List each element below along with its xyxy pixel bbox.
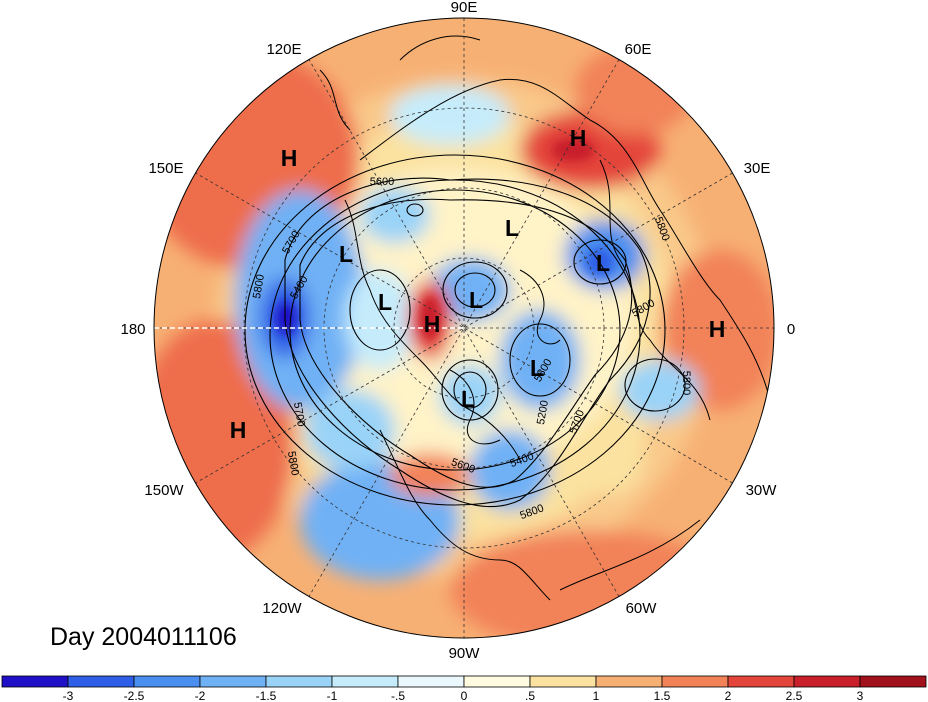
colorbar-tick-label: 1 <box>593 689 600 702</box>
colorbar-tick-label: -.5 <box>391 689 405 702</box>
colorbar-swatch <box>133 675 201 688</box>
low-marker: L <box>530 355 544 381</box>
contour-label: 5800 <box>680 371 692 395</box>
day-label: Day 2004011106 <box>50 623 237 651</box>
low-marker: L <box>469 287 483 313</box>
colorbar-swatch <box>1 675 69 688</box>
lon-label: 150W <box>144 482 184 499</box>
lon-label: 30W <box>746 482 778 499</box>
colorbar-tick-label: 2 <box>725 689 732 702</box>
colorbar-tick-label: -1.5 <box>256 689 277 702</box>
colorbar-swatch <box>727 675 795 688</box>
lon-label: 150E <box>148 160 183 177</box>
colorbar-swatch <box>529 675 597 688</box>
high-marker: H <box>230 417 247 443</box>
colorbar-tick-label: 3 <box>857 689 864 702</box>
colorbar-swatch <box>595 675 663 688</box>
lon-label: 30E <box>744 160 771 177</box>
lon-label: 90E <box>451 0 478 16</box>
contour-label: 5800 <box>285 450 301 476</box>
low-marker: L <box>596 250 610 276</box>
pressure-centers: H H H H L L L L L L L H <box>230 125 726 443</box>
colorbar-swatch <box>397 675 465 688</box>
height-contours <box>244 154 686 508</box>
colorbar-swatch <box>265 675 333 688</box>
colorbar-swatch <box>793 675 861 688</box>
colorbar-tick-label: -1 <box>327 689 338 702</box>
low-marker: L <box>505 215 519 241</box>
low-marker: L <box>339 241 353 267</box>
colorbar-swatch <box>199 675 267 688</box>
colorbar-swatch <box>463 675 531 688</box>
lon-label: 90W <box>449 645 481 662</box>
colorbar-swatch <box>67 675 135 688</box>
colorbar-swatch <box>859 675 927 688</box>
high-marker: H <box>709 316 726 342</box>
longitude-labels: 90E 60E 30E 0 30W 60W 90W 120W 150W 180 … <box>120 0 795 662</box>
high-marker: H <box>424 311 441 337</box>
lon-label: 60E <box>625 41 652 58</box>
map-border <box>153 17 775 639</box>
colorbar-tick-label: 1.5 <box>654 689 671 702</box>
colorbar: -3 -2.5 -2 -1.5 -1 -.5 0 .5 1 1.5 2 2.5 3 <box>1 675 927 702</box>
contour-label: 5700 <box>291 401 307 427</box>
lon-label: 180 <box>120 321 145 338</box>
high-marker: H <box>570 125 587 151</box>
colorbar-tick-label: -2.5 <box>124 689 145 702</box>
colorbar-tick-label: 2.5 <box>786 689 803 702</box>
low-marker: L <box>378 289 392 315</box>
colorbar-swatch <box>331 675 399 688</box>
lon-label: 120W <box>262 600 302 617</box>
contour-label: 5200 <box>535 399 551 425</box>
high-marker: H <box>281 145 298 171</box>
colorbar-tick-label: .5 <box>525 689 535 702</box>
low-marker: L <box>461 386 475 412</box>
lon-label: 0 <box>787 321 795 338</box>
colorbar-swatch <box>661 675 729 688</box>
colorbar-tick-label: 0 <box>461 689 468 702</box>
colorbar-tick-label: -3 <box>63 689 74 702</box>
lon-label: 60W <box>626 600 658 617</box>
contour-label: 5600 <box>370 176 394 188</box>
colorbar-tick-label: -2 <box>195 689 206 702</box>
lon-label: 120E <box>266 41 301 58</box>
contour-label: 5800 <box>251 273 267 299</box>
polar-map <box>154 18 774 638</box>
